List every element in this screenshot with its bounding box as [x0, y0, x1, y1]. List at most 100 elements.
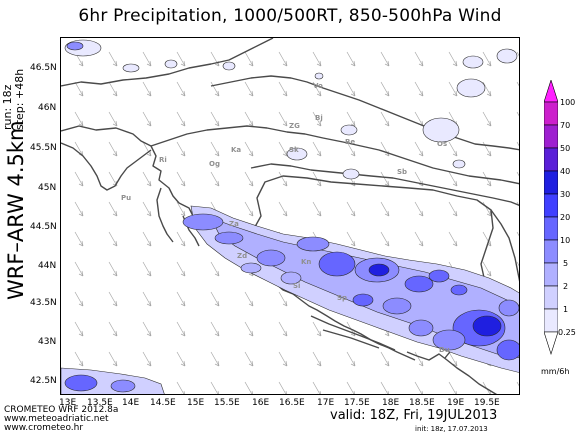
wind-arrow [244, 81, 254, 97]
wind-arrow [380, 351, 390, 367]
wind-arrow [448, 381, 457, 394]
colorbar-swatches [544, 80, 558, 355]
wind-arrow [176, 81, 186, 97]
colorbar-label: 2 [563, 282, 569, 291]
wind-arrow [448, 141, 458, 157]
wind-arrow [346, 231, 356, 247]
colorbar-swatch [544, 124, 558, 149]
wind-arrow [448, 51, 458, 67]
wind-arrow [74, 111, 84, 127]
wind-arrow [278, 81, 288, 97]
wind-arrow [176, 351, 186, 367]
city-label: Be [345, 138, 355, 146]
lon-label: 15E [187, 398, 205, 408]
init-time: init: 18z, 17.07.2013 [415, 425, 488, 433]
colorbar-label: 50 [560, 144, 571, 153]
city-label: Og [209, 160, 220, 168]
wind-arrow [142, 321, 152, 337]
lon-label: 18E [382, 398, 400, 408]
city-label: Bj [315, 114, 323, 122]
lon-label: 16.5E [279, 398, 305, 408]
lat-label: 42.5N [30, 376, 57, 386]
colorbar-swatch [544, 262, 558, 287]
wind-arrow [210, 141, 220, 157]
lon-label: 16E [252, 398, 270, 408]
wind-arrow [210, 111, 220, 127]
wind-arrow [108, 51, 118, 67]
map-frame: Vo ZG Bj Ka Sk Be Os Ri Og Sb Pu Za Zd K… [60, 37, 520, 395]
wind-arrow [74, 171, 84, 187]
wind-arrow [74, 201, 84, 217]
wind-arrow [448, 231, 458, 247]
wind-arrow [244, 291, 254, 307]
wind-arrow [142, 351, 152, 367]
city-label: Vo [313, 82, 323, 90]
footer-credits: CROMETEO WRF 2012.8a www.meteoadriatic.n… [4, 406, 118, 433]
wind-arrow [244, 51, 254, 67]
wind-arrow [482, 261, 492, 277]
wind-arrow [482, 81, 492, 97]
city-label: Sk [289, 146, 299, 154]
colorbar-label: 5 [563, 259, 569, 268]
lat-label: 45N [38, 183, 57, 193]
lat-label: 45.5N [30, 143, 57, 153]
wind-arrow [278, 111, 288, 127]
wind-arrow [516, 141, 519, 147]
lon-label: 13E [59, 398, 77, 408]
wind-arrow [142, 261, 152, 277]
city-label: Os [437, 140, 447, 148]
wind-arrow [108, 291, 118, 307]
lon-label: 18.5E [409, 398, 435, 408]
wind-arrow [414, 381, 423, 394]
wind-arrow [74, 321, 84, 337]
colorbar-swatch [544, 147, 558, 172]
wind-arrow [74, 351, 84, 367]
wind-arrow [312, 51, 322, 67]
wind-arrow [516, 381, 519, 387]
lon-label: 15.5E [214, 398, 240, 408]
city-label: Sp [337, 294, 347, 302]
wind-arrow [346, 111, 356, 127]
colorbar-label: 100 [560, 98, 576, 107]
wind-arrow [210, 261, 220, 277]
wind-arrow [244, 321, 254, 337]
wind-arrow [210, 291, 220, 307]
footer-url: www.crometeo.hr [4, 423, 84, 433]
city-label: Sb [397, 168, 407, 176]
wind-arrow [516, 111, 519, 117]
lat-label: 46.5N [30, 63, 57, 73]
wind-arrow [176, 171, 186, 187]
colorbar-swatch [544, 308, 558, 333]
colorbar-bottom-arrow [544, 331, 558, 355]
wind-arrow [278, 201, 288, 217]
wind-arrow [482, 171, 492, 187]
wind-arrow [380, 111, 390, 127]
colorbar-swatch [544, 285, 558, 310]
wind-arrow [176, 201, 186, 217]
colorbar-label: 40 [560, 167, 571, 176]
wind-arrow [380, 51, 390, 67]
lon-label: 17E [317, 398, 335, 408]
wind-arrow [210, 321, 220, 337]
wind-arrow [176, 231, 186, 247]
colorbar-label: 0.25 [558, 328, 576, 337]
colorbar-label: 1 [563, 305, 569, 314]
lon-label: 13.5E [87, 398, 113, 408]
lat-label: 43N [38, 337, 57, 347]
chart-title: 6hr Precipitation, 1000/500RT, 850-500hP… [78, 6, 502, 26]
wind-arrow [516, 171, 519, 177]
city-label: Du [439, 346, 450, 354]
lon-label: 14E [122, 398, 140, 408]
wind-arrow [380, 81, 390, 97]
model-label: WRF–ARW 4.5km [4, 120, 28, 301]
wind-arrow [516, 231, 519, 237]
footer-org: CROMETEO WRF 2012.8a [4, 405, 119, 415]
colorbar-label: 70 [560, 121, 571, 130]
wind-arrow [482, 111, 492, 127]
colorbar-swatch [544, 170, 558, 195]
wind-arrow [448, 351, 458, 367]
wind-arrow [414, 81, 424, 97]
wind-arrow [278, 291, 288, 307]
wind-arrow [108, 111, 118, 127]
wind-arrow [516, 261, 519, 267]
